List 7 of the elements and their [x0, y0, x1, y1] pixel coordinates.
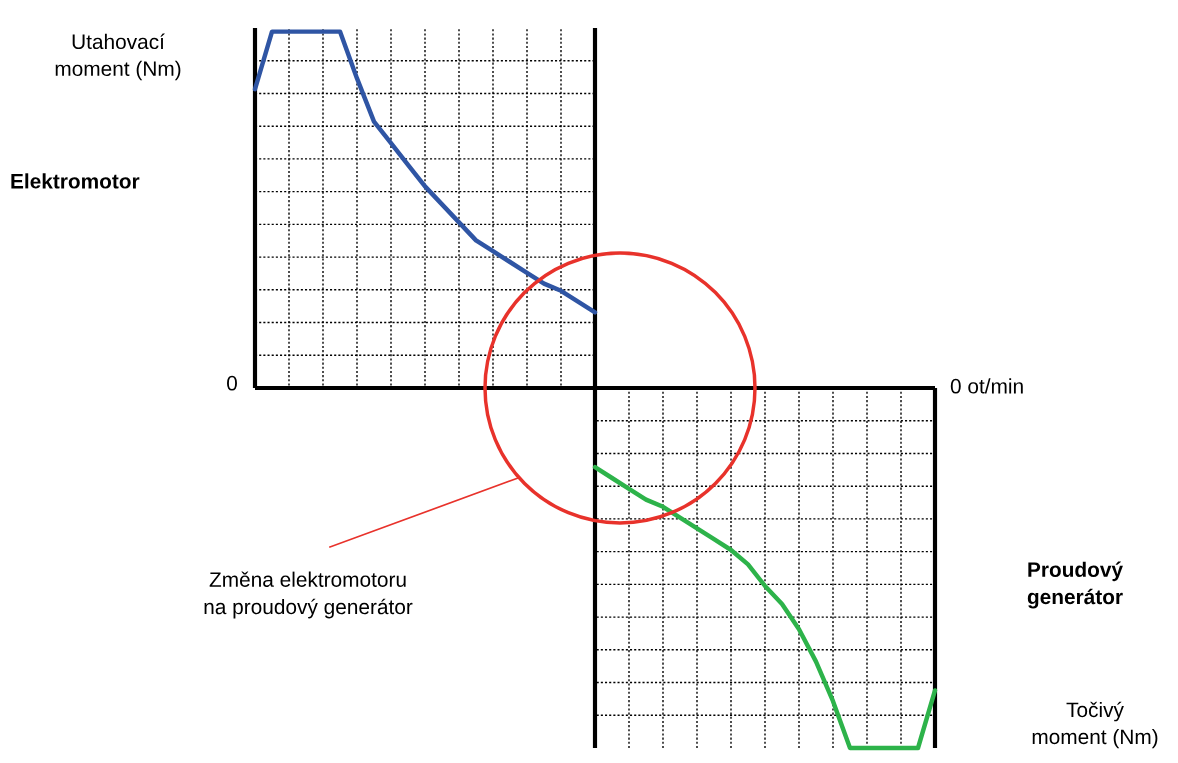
text: 0: [227, 375, 237, 391]
text: Proudový generátor: [1027, 561, 1123, 609]
y-axis-title: Utahovací moment (Nm): [55, 33, 181, 81]
text: Elektromotor: [11, 173, 140, 189]
text: Točivý moment (Nm): [1032, 701, 1158, 749]
annotation: Změna elektromotoru na proudový generátor: [204, 571, 413, 619]
text: 0 ot/min: [950, 378, 1023, 394]
